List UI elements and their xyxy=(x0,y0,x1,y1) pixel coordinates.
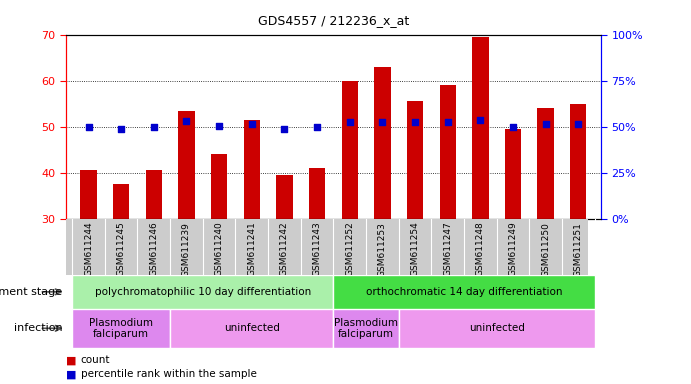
Text: orthochromatic 14 day differentiation: orthochromatic 14 day differentiation xyxy=(366,287,562,297)
Text: count: count xyxy=(81,355,111,365)
Point xyxy=(246,121,257,127)
Bar xyxy=(178,111,195,219)
Bar xyxy=(244,120,260,219)
Point xyxy=(344,119,355,125)
Text: ■: ■ xyxy=(66,369,76,379)
Text: uninfected: uninfected xyxy=(468,323,524,333)
Bar xyxy=(570,104,587,219)
Point xyxy=(312,124,323,130)
Point xyxy=(181,118,192,124)
Bar xyxy=(72,275,333,309)
Text: Plasmodium
falciparum: Plasmodium falciparum xyxy=(89,318,153,339)
Text: GSM611247: GSM611247 xyxy=(443,222,452,276)
Text: GSM611241: GSM611241 xyxy=(247,222,256,276)
Point xyxy=(83,124,94,130)
Text: infection: infection xyxy=(14,323,62,333)
Text: GSM611253: GSM611253 xyxy=(378,222,387,276)
Bar xyxy=(146,170,162,219)
Bar xyxy=(505,129,521,219)
Text: uninfected: uninfected xyxy=(224,323,280,333)
Text: GSM611239: GSM611239 xyxy=(182,222,191,276)
Bar xyxy=(407,101,423,219)
Text: percentile rank within the sample: percentile rank within the sample xyxy=(81,369,257,379)
Text: GSM611250: GSM611250 xyxy=(541,222,550,276)
Point xyxy=(573,121,584,127)
Point xyxy=(507,124,518,130)
Text: GSM611252: GSM611252 xyxy=(346,222,354,276)
Point xyxy=(540,121,551,127)
Text: GSM611244: GSM611244 xyxy=(84,222,93,276)
Text: GSM611251: GSM611251 xyxy=(574,222,583,276)
Bar xyxy=(399,309,595,348)
Text: ■: ■ xyxy=(66,355,76,365)
Bar xyxy=(472,37,489,219)
Bar xyxy=(333,309,399,348)
Text: polychromatophilic 10 day differentiation: polychromatophilic 10 day differentiatio… xyxy=(95,287,311,297)
Point xyxy=(475,117,486,123)
Bar xyxy=(375,67,390,219)
Text: Plasmodium
falciparum: Plasmodium falciparum xyxy=(334,318,398,339)
Text: GSM611248: GSM611248 xyxy=(476,222,485,276)
Bar xyxy=(333,275,595,309)
Bar xyxy=(170,309,333,348)
Bar xyxy=(341,81,358,219)
Text: GSM611240: GSM611240 xyxy=(215,222,224,276)
Bar xyxy=(72,309,170,348)
Text: GSM611246: GSM611246 xyxy=(149,222,158,276)
Point xyxy=(279,126,290,132)
Point xyxy=(115,126,126,132)
Point xyxy=(410,119,421,125)
Bar xyxy=(309,168,325,219)
Text: GSM611243: GSM611243 xyxy=(312,222,321,276)
Point xyxy=(442,119,453,125)
Text: GSM611242: GSM611242 xyxy=(280,222,289,276)
Text: development stage: development stage xyxy=(0,287,62,297)
Bar xyxy=(538,108,553,219)
Text: GSM611245: GSM611245 xyxy=(117,222,126,276)
Point xyxy=(214,123,225,129)
Bar xyxy=(80,170,97,219)
Bar xyxy=(113,184,129,219)
Bar xyxy=(276,175,292,219)
Point xyxy=(149,124,160,130)
Text: GSM611254: GSM611254 xyxy=(410,222,419,276)
Bar xyxy=(439,85,456,219)
Text: GSM611249: GSM611249 xyxy=(509,222,518,276)
Bar xyxy=(211,154,227,219)
Point xyxy=(377,119,388,125)
Text: GDS4557 / 212236_x_at: GDS4557 / 212236_x_at xyxy=(258,14,409,27)
